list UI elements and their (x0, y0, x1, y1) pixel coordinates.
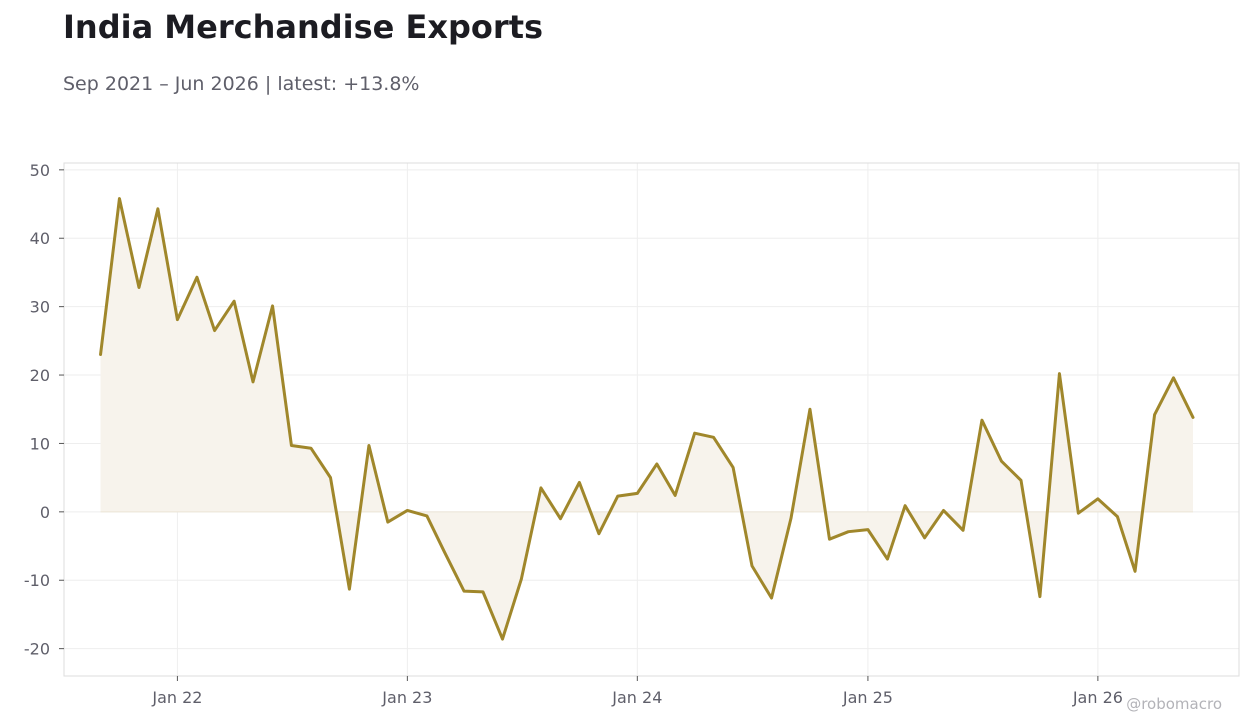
data-point (921, 534, 929, 542)
data-point (423, 512, 431, 520)
axis-labels: 50 40 30 20 10 0 -10 -20 Jan 22 Jan 23 Jan 24 Jan 2… (24, 161, 1123, 707)
data-point (441, 548, 449, 556)
y-tick-label: -20 (24, 640, 50, 659)
data-point (345, 585, 353, 593)
y-tick-label: 20 (30, 366, 50, 385)
data-point (327, 474, 335, 482)
data-point (710, 433, 718, 441)
y-tick-label: 0 (40, 503, 50, 522)
data-point (978, 416, 986, 424)
data-point (901, 502, 909, 510)
data-point (825, 535, 833, 543)
chart-title: India Merchandise Exports (63, 8, 544, 46)
x-tick-label: Jan 23 (381, 688, 432, 707)
data-point (671, 491, 679, 499)
data-point (1189, 413, 1197, 421)
data-point (1074, 509, 1082, 517)
data-point (230, 297, 238, 305)
watermark: @robomacro (1126, 695, 1222, 713)
data-point (249, 378, 257, 386)
data-point (691, 429, 699, 437)
data-point (614, 492, 622, 500)
data-point (403, 506, 411, 514)
data-point (269, 302, 277, 310)
data-point (768, 594, 776, 602)
data-point (479, 588, 487, 596)
y-tick-label: 10 (30, 434, 50, 453)
data-point (1017, 476, 1025, 484)
data-point (633, 489, 641, 497)
data-point (287, 441, 295, 449)
data-point (537, 484, 545, 492)
data-point (653, 460, 661, 468)
data-point (940, 506, 948, 514)
data-point (1151, 411, 1159, 419)
data-point (135, 283, 143, 291)
data-point (460, 587, 468, 595)
data-point (1055, 370, 1063, 378)
data-point (595, 530, 603, 538)
data-point (844, 528, 852, 536)
y-tick-label: -10 (24, 571, 50, 590)
y-tick-label: 40 (30, 229, 50, 248)
x-tick-label: Jan 25 (842, 688, 893, 707)
x-tick-label: Jan 26 (1072, 688, 1123, 707)
data-point (806, 405, 814, 413)
data-point (211, 327, 219, 335)
data-point (787, 514, 795, 522)
data-point (517, 575, 525, 583)
data-point (883, 555, 891, 563)
data-point (1169, 374, 1177, 382)
data-point (365, 441, 373, 449)
data-point (575, 478, 583, 486)
x-tick-label: Jan 22 (151, 688, 202, 707)
data-point (499, 635, 507, 643)
y-tick-label: 30 (30, 298, 50, 317)
data-point (173, 316, 181, 324)
data-point (1131, 567, 1139, 575)
data-point (1094, 495, 1102, 503)
data-point (864, 526, 872, 534)
data-point (115, 195, 123, 203)
data-point (307, 444, 315, 452)
data-point (1036, 593, 1044, 601)
area-fill-layer (100, 198, 1194, 640)
x-tick-label: Jan 24 (611, 688, 662, 707)
data-point (193, 273, 201, 281)
area-fill (100, 198, 1194, 640)
plot-frame (63, 162, 1240, 677)
data-point (154, 205, 162, 213)
data-point (1113, 513, 1121, 521)
y-tick-label: 50 (30, 161, 50, 180)
data-point (959, 526, 967, 534)
data-point (997, 457, 1005, 465)
series-line (99, 197, 1195, 641)
series-line-layer (97, 195, 1197, 643)
data-point (748, 562, 756, 570)
chart-subtitle: Sep 2021 – Jun 2026 | latest: +13.8% (63, 73, 420, 95)
data-point (556, 515, 564, 523)
data-point (729, 463, 737, 471)
data-point (97, 351, 105, 359)
data-point (384, 518, 392, 526)
